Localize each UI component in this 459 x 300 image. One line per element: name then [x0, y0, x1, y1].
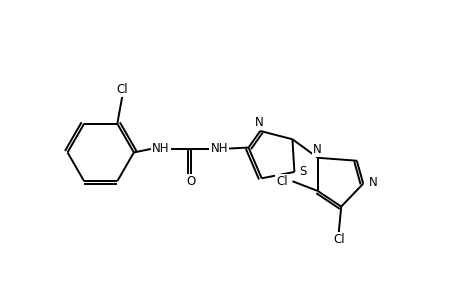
Text: N: N	[368, 176, 376, 189]
Text: NH: NH	[151, 142, 169, 155]
Text: S: S	[299, 166, 306, 178]
Text: Cl: Cl	[332, 233, 344, 246]
Text: NH: NH	[210, 142, 228, 155]
Text: N: N	[254, 116, 263, 129]
Text: Cl: Cl	[275, 175, 287, 188]
Text: Cl: Cl	[116, 83, 128, 96]
Text: O: O	[186, 175, 195, 188]
Text: N: N	[312, 143, 321, 156]
